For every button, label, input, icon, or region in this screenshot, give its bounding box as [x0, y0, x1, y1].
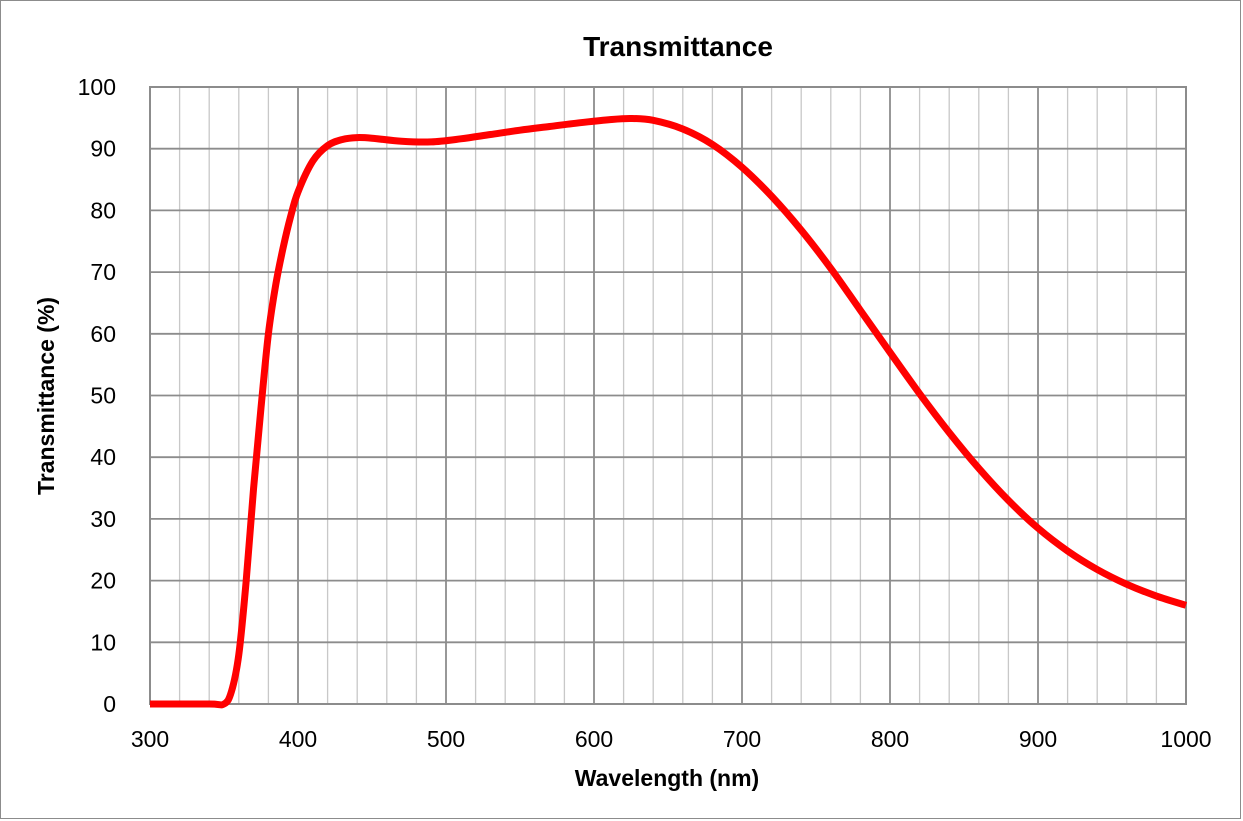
x-tick-label: 1000 [1160, 726, 1211, 752]
y-tick-label: 50 [90, 383, 116, 409]
y-tick-label: 10 [90, 629, 116, 655]
x-tick-label: 600 [575, 726, 613, 752]
y-tick-label: 0 [103, 691, 116, 717]
x-axis-tick-labels: 300 400 500 600 700 800 900 1000 [131, 726, 1212, 752]
x-tick-label: 500 [427, 726, 465, 752]
y-axis-tick-labels: 0 10 20 30 40 50 60 70 80 90 100 [78, 74, 116, 717]
y-tick-label: 60 [90, 321, 116, 347]
y-tick-label: 40 [90, 444, 116, 470]
x-tick-label: 700 [723, 726, 761, 752]
x-tick-label: 900 [1019, 726, 1057, 752]
series-line-transmittance [149, 114, 1188, 709]
y-tick-label: 20 [90, 568, 116, 594]
y-tick-label: 70 [90, 259, 116, 285]
y-tick-label: 90 [90, 136, 116, 162]
series-layer [149, 114, 1188, 709]
x-axis-title: Wavelength (nm) [575, 765, 759, 791]
x-tick-label: 800 [871, 726, 909, 752]
y-axis-title: Transmittance (%) [33, 297, 59, 495]
y-tick-label: 30 [90, 506, 116, 532]
y-tick-label: 80 [90, 197, 116, 223]
plot-area-border [149, 86, 1187, 705]
y-tick-label: 100 [78, 74, 116, 100]
x-tick-label: 400 [279, 726, 317, 752]
x-tick-label: 300 [131, 726, 169, 752]
plot-border [149, 86, 1187, 705]
chart-title: Transmittance [583, 31, 773, 62]
grid-major [150, 87, 1186, 704]
